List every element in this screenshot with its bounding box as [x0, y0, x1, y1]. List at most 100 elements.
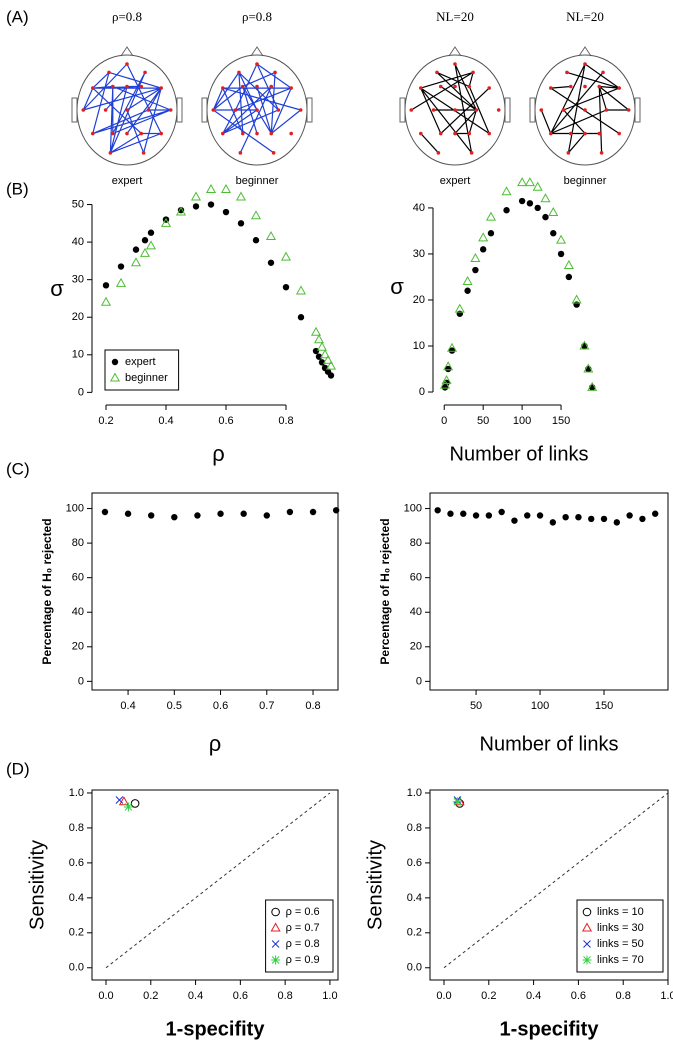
- point: [132, 246, 140, 253]
- legend-label: links = 30: [597, 922, 644, 934]
- point: [310, 326, 322, 336]
- point: [444, 365, 452, 373]
- electrode: [561, 108, 566, 112]
- electrode: [583, 62, 587, 66]
- panel-label: (C): [6, 459, 30, 478]
- point: [443, 361, 454, 371]
- legend-marker: [270, 922, 281, 932]
- electrode: [271, 151, 276, 155]
- y-axis-label: Sensitivity: [26, 840, 48, 930]
- x-axis-label: ρ: [209, 731, 222, 756]
- y-tick-label: 0.2: [407, 927, 422, 939]
- electrode: [566, 151, 571, 155]
- electrode: [487, 131, 492, 136]
- point: [118, 796, 129, 806]
- point: [240, 510, 247, 517]
- y-tick-label: 80: [410, 537, 422, 549]
- point: [322, 354, 334, 364]
- x-tick-label: 0.8: [616, 990, 631, 1002]
- electrode: [453, 84, 457, 89]
- point: [434, 507, 441, 514]
- legend-marker: [582, 907, 592, 917]
- electrode: [159, 86, 163, 90]
- electrode: [139, 131, 144, 136]
- x-axis-label: 1-specifity: [500, 1018, 600, 1040]
- x-tick-label: 0.8: [278, 415, 293, 427]
- electrode: [601, 70, 605, 75]
- point: [101, 508, 109, 516]
- point: [532, 181, 543, 191]
- point: [579, 340, 590, 350]
- point: [600, 515, 608, 523]
- electrode: [583, 84, 587, 89]
- legend-marker: [271, 907, 280, 917]
- point: [190, 191, 202, 201]
- point: [177, 206, 185, 214]
- point: [267, 259, 275, 266]
- head-nose: [448, 46, 462, 57]
- y-tick-label: 40: [413, 202, 425, 214]
- electrode: [469, 151, 474, 155]
- y-tick-label: 0.8: [69, 822, 84, 834]
- head-ear: [71, 97, 78, 123]
- head-outline: [534, 54, 636, 166]
- panel-label: (A): [6, 7, 29, 26]
- legend-box: [104, 349, 180, 391]
- electrode: [419, 131, 423, 136]
- legend-label: expert: [125, 356, 156, 368]
- point: [550, 230, 557, 237]
- electrode: [467, 84, 472, 89]
- y-axis-label: Sensitivity: [364, 840, 386, 930]
- head-nose: [578, 46, 592, 57]
- point: [115, 796, 124, 804]
- point: [524, 177, 535, 187]
- point: [456, 310, 464, 317]
- point: [588, 515, 595, 523]
- point: [175, 206, 187, 216]
- point: [327, 372, 335, 379]
- point: [124, 510, 132, 517]
- x-axis-label: ρ: [212, 441, 225, 466]
- electrode: [159, 131, 163, 136]
- point: [332, 507, 340, 514]
- point: [534, 204, 541, 212]
- point: [479, 246, 487, 253]
- head-title: ρ=0.8: [242, 9, 272, 24]
- electrode: [583, 108, 587, 112]
- point: [252, 237, 260, 244]
- electrode: [221, 86, 225, 90]
- point: [325, 360, 337, 370]
- y-axis-label: Percentage of H₀ rejected: [40, 518, 54, 664]
- point: [265, 230, 277, 240]
- point: [503, 207, 510, 214]
- electrode: [125, 62, 129, 66]
- point: [583, 363, 594, 373]
- electrode: [453, 62, 457, 66]
- electrode: [289, 86, 294, 90]
- point: [130, 799, 140, 808]
- x-tick-label: 0.4: [188, 990, 203, 1002]
- point: [524, 512, 531, 519]
- electrode: [211, 108, 216, 112]
- electrode: [255, 131, 259, 136]
- point: [102, 282, 110, 289]
- point: [485, 512, 493, 519]
- point: [316, 341, 328, 351]
- legend-label: ρ = 0.9: [286, 954, 320, 966]
- y-tick-label: 40: [72, 606, 84, 618]
- x-tick-label: 0.8: [278, 990, 293, 1002]
- x-axis-label: Number of links: [450, 443, 589, 465]
- point: [571, 294, 582, 304]
- point: [220, 183, 232, 194]
- point: [565, 273, 573, 281]
- x-tick-label: 0.8: [305, 700, 320, 712]
- electrode: [471, 70, 475, 75]
- electrode: [583, 131, 587, 136]
- legend-label: links = 70: [597, 954, 644, 966]
- point: [613, 519, 621, 526]
- point: [282, 283, 290, 291]
- electrode: [141, 151, 146, 155]
- electrode: [467, 131, 472, 136]
- point: [222, 208, 230, 216]
